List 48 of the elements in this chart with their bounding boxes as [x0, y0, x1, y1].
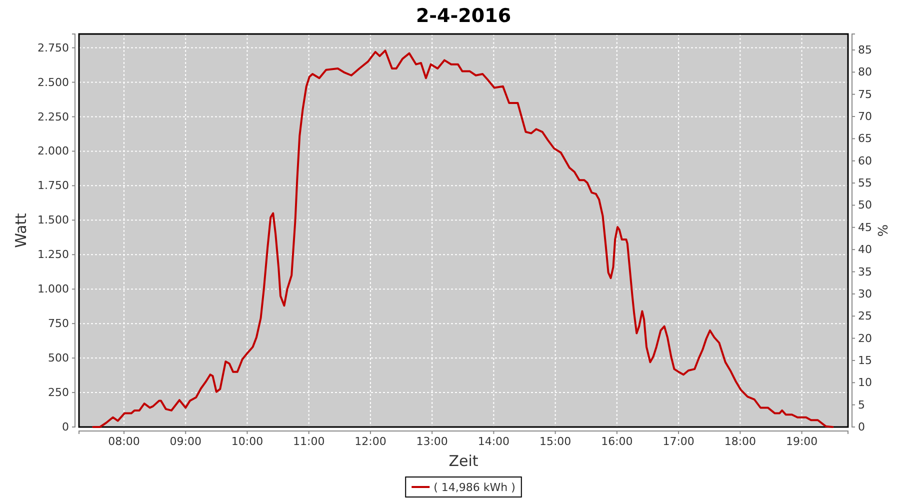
y-tick-label: 2.000 [38, 144, 69, 158]
y2-tick-label: 25 [858, 310, 872, 323]
y2-tick-label: 5 [858, 398, 865, 412]
x-tick-label: 19:00 [786, 434, 818, 448]
x-axis-title: Zeit [448, 452, 478, 470]
x-tick-label: 14:00 [478, 434, 510, 448]
y-tick-label: 2.750 [38, 41, 69, 54]
y2-tick-label: 80 [858, 66, 872, 79]
y2-tick-label: 60 [858, 154, 872, 168]
x-tick-label: 15:00 [539, 434, 572, 448]
y-tick-label: 1.250 [38, 248, 69, 262]
y-tick-label: 2.500 [38, 76, 69, 89]
chart-title: 2-4-2016 [416, 5, 512, 27]
y-tick-label: 1.750 [38, 179, 69, 192]
x-tick-label: 11:00 [292, 434, 325, 448]
y-tick-label: 2.250 [38, 110, 69, 124]
y2-tick-label: 10 [858, 376, 872, 390]
y2-tick-label: 15 [858, 354, 872, 367]
x-tick-label: 10:00 [231, 434, 264, 448]
line-series [92, 50, 834, 428]
x-tick-label: 13:00 [416, 434, 448, 448]
x-tick-label: 08:00 [108, 434, 140, 448]
y-tick-label: 1.500 [38, 214, 69, 227]
y2-tick-label: 50 [858, 198, 872, 212]
y2-tick-label: 0 [858, 420, 865, 434]
y2-axis-title: % [874, 224, 889, 237]
x-tick-label: 16:00 [601, 434, 633, 448]
y2-tick-label: 65 [858, 132, 872, 146]
x-tick-label: 09:00 [170, 434, 202, 448]
y-tick-label: 0 [62, 420, 69, 434]
y2-tick-label: 35 [858, 265, 872, 278]
y2-tick-label: 20 [858, 332, 872, 345]
x-tick-label: 17:00 [662, 434, 694, 448]
y2-tick-label: 40 [858, 243, 872, 256]
y2-tick-label: 55 [858, 176, 872, 190]
y-tick-label: 250 [48, 386, 69, 400]
y2-tick-label: 70 [858, 110, 872, 124]
y-tick-label: 750 [48, 317, 69, 330]
y2-tick-label: 45 [858, 220, 872, 234]
y2-tick-label: 30 [858, 287, 872, 300]
y2-tick-label: 75 [858, 88, 872, 101]
y-tick-label: 500 [48, 352, 69, 365]
y-axis-title: Watt [12, 212, 30, 248]
x-tick-label: 18:00 [724, 434, 756, 448]
y2-tick-label: 85 [858, 43, 872, 56]
y-tick-label: 1.000 [38, 282, 69, 296]
legend-label: ( 14,986 kWh ) [434, 481, 516, 494]
x-tick-label: 12:00 [354, 434, 386, 448]
